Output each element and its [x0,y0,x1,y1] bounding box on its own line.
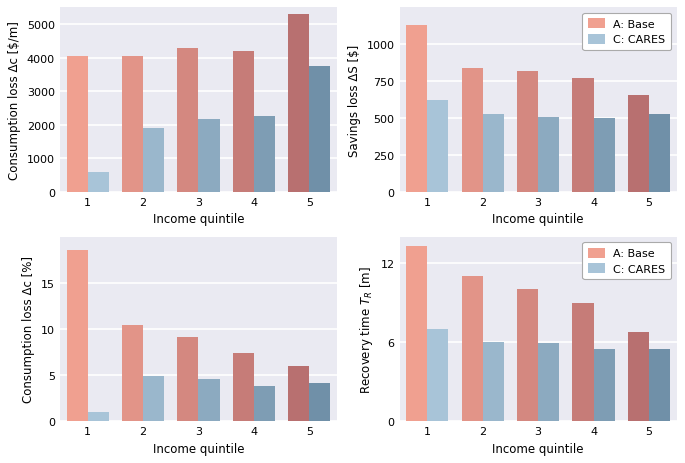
X-axis label: Income quintile: Income quintile [493,442,584,455]
Bar [462,276,483,421]
X-axis label: Income quintile: Income quintile [153,442,244,455]
Bar [254,386,275,421]
Bar [406,26,427,193]
Bar [288,15,310,193]
Bar [649,349,670,421]
Bar [66,57,88,193]
Bar [517,290,538,421]
Bar [483,342,503,421]
Bar [593,119,614,193]
Bar [177,338,199,421]
Legend: A: Base, C: CARES: A: Base, C: CARES [582,243,671,280]
Bar [483,115,503,193]
X-axis label: Income quintile: Income quintile [493,213,584,226]
Bar [233,353,254,421]
Bar [310,383,330,421]
Bar [233,52,254,193]
Bar [406,246,427,421]
Bar [573,79,593,193]
Legend: A: Base, C: CARES: A: Base, C: CARES [582,14,671,51]
Bar [628,95,649,193]
Bar [573,303,593,421]
Y-axis label: Consumption loss Δc [$/m]: Consumption loss Δc [$/m] [8,21,21,180]
Bar [628,332,649,421]
Bar [88,173,109,193]
Bar [427,100,448,193]
Bar [177,49,199,193]
Bar [538,344,559,421]
Bar [199,379,219,421]
Bar [649,114,670,193]
Bar [143,129,164,193]
Bar [538,118,559,193]
Bar [593,349,614,421]
Bar [88,412,109,421]
Y-axis label: Recovery time $T_R$ [m]: Recovery time $T_R$ [m] [358,265,375,393]
Y-axis label: Savings loss ΔS [$]: Savings loss ΔS [$] [348,44,361,156]
Bar [427,329,448,421]
Bar [517,72,538,193]
Bar [143,376,164,421]
Bar [66,251,88,421]
Bar [254,117,275,193]
Y-axis label: Consumption loss Δc [%]: Consumption loss Δc [%] [23,256,36,402]
Bar [122,57,143,193]
Bar [310,67,330,193]
Bar [288,366,310,421]
X-axis label: Income quintile: Income quintile [153,213,244,226]
Bar [122,325,143,421]
Bar [462,69,483,193]
Bar [199,120,219,193]
